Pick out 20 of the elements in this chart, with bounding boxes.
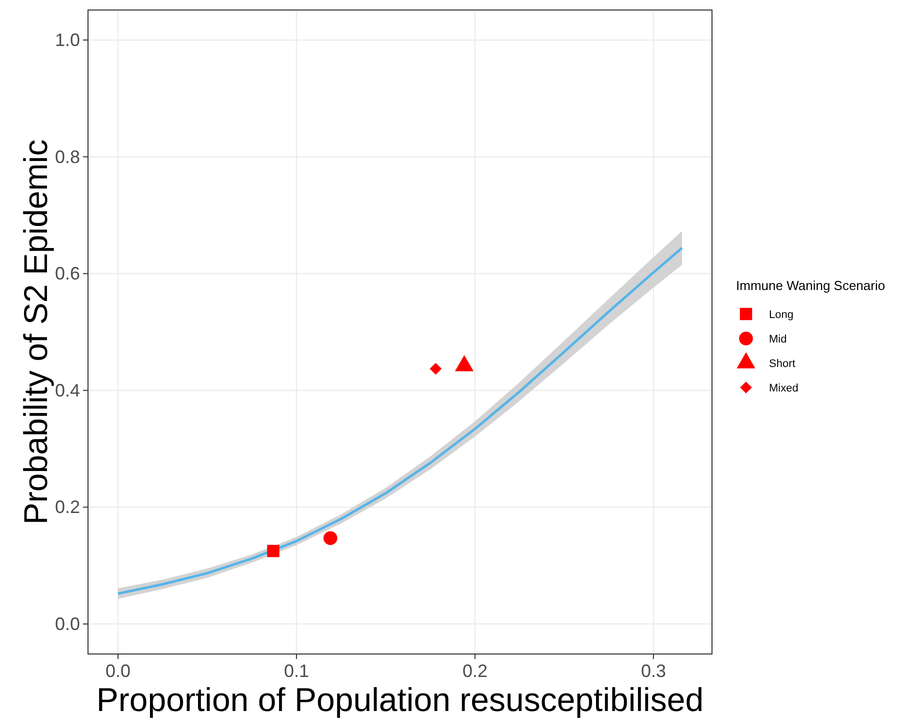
legend-title: Immune Waning Scenario	[736, 278, 886, 293]
legend-label: Mid	[769, 334, 787, 346]
x-tick-label: 0.2	[462, 661, 488, 681]
point	[267, 544, 280, 558]
point	[323, 531, 338, 546]
y-axis-title: Probability of S2 Epidemic	[17, 139, 54, 525]
legend-label: Long	[769, 309, 794, 321]
x-tick-label: 0.3	[640, 661, 666, 681]
y-tick-label: 0.4	[54, 380, 80, 400]
y-tick-label: 0.8	[54, 146, 80, 167]
y-tick-label: 0.0	[54, 614, 80, 634]
y-tick-label: 1.0	[54, 30, 80, 50]
point	[430, 362, 442, 375]
legend-label: Mixed	[769, 382, 798, 394]
y-tick-label: 0.2	[54, 497, 80, 518]
legend-label: Short	[769, 358, 796, 370]
x-tick-label: 0.1	[284, 661, 309, 681]
x-tick-label: 0.0	[105, 661, 130, 681]
x-axis-title: Proportion of Population resusceptibilised	[96, 681, 704, 718]
y-tick-label: 0.6	[54, 264, 80, 284]
